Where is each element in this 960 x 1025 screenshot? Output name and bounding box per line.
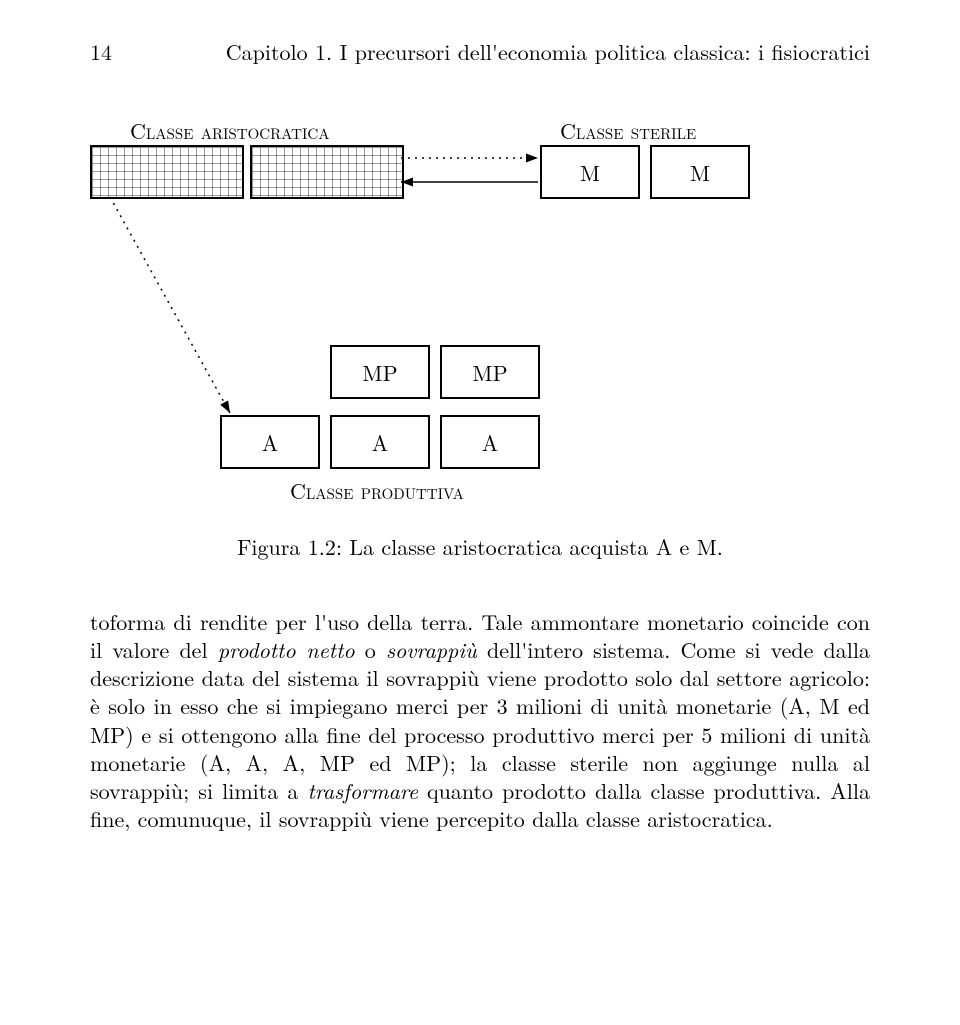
- running-title: Capitolo 1. I precursori dell'economia p…: [226, 36, 870, 67]
- emphasis-text: trasformare: [307, 775, 418, 806]
- figure-caption: Figura 1.2: La classe aristocratica acqu…: [90, 531, 870, 562]
- label-aristocratic: Classe aristocratica: [130, 115, 329, 146]
- figure-diagram: Classe aristocratica Classe sterile: [90, 115, 870, 525]
- prod-box-a2: A: [330, 415, 430, 469]
- running-header: 14 Capitolo 1. I precursori dell'economi…: [90, 36, 870, 67]
- hatch-pattern-icon: [92, 147, 242, 197]
- arrow-dotted-diagonal: [110, 197, 230, 413]
- sterile-box-m1: M: [540, 145, 640, 199]
- prod-box-a3: A: [440, 415, 540, 469]
- page: 14 Capitolo 1. I precursori dell'economi…: [0, 0, 960, 915]
- text-segment: o: [355, 634, 386, 665]
- body-paragraph: toforma di rendite per l'uso della terra…: [90, 608, 870, 833]
- hatch-pattern-icon: [252, 147, 402, 197]
- mid-box-mp1: MP: [330, 345, 430, 399]
- aristocratic-box-2: [250, 145, 404, 199]
- label-sterile: Classe sterile: [560, 115, 696, 146]
- page-number: 14: [90, 36, 112, 67]
- sterile-box-m2: M: [650, 145, 750, 199]
- aristocratic-box-1: [90, 145, 244, 199]
- prod-box-a1: A: [220, 415, 320, 469]
- label-productive: Classe produttiva: [290, 475, 464, 506]
- emphasis-text: prodotto netto: [218, 634, 355, 665]
- emphasis-text: sovrappiù: [386, 634, 477, 665]
- mid-box-mp2: MP: [440, 345, 540, 399]
